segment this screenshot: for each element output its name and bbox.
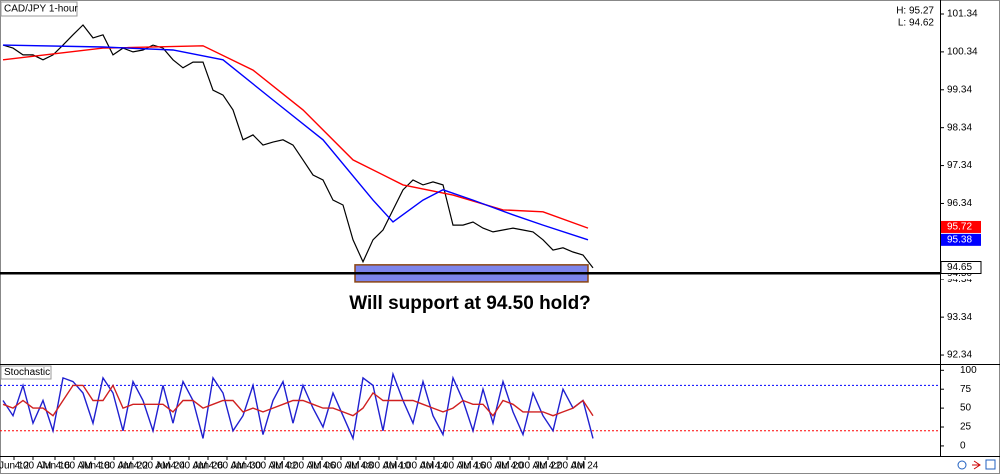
y-tick-label: 75 [960,384,972,395]
y-tick-label: 98.34 [947,122,972,133]
y-tick-label: 93.34 [947,312,972,323]
chart-title: CAD/JPY 1-hour [4,4,78,15]
x-tick-label: 4:00 AM [171,461,208,472]
price-label: 95.38 [947,234,972,245]
title-box [0,1,78,17]
x-tick-label: Jul 08 [347,461,374,472]
series-line [2,24,594,269]
y-tick-label: 100.34 [947,47,978,58]
x-tick-label: Jul 02 [271,461,298,472]
x-tick-label: Jul 16 [459,461,486,472]
y-tick-label: 101.34 [947,9,978,20]
series-line [2,371,594,441]
y-tick-label: 50 [960,403,972,414]
x-tick-label: Jun 24 [155,461,185,472]
x-tick-label: Jun 12 [0,461,29,472]
x-tick-label: Jul 14 [421,461,448,472]
stoch-title: Stochastic [4,367,50,378]
x-tick-label: Jun 22 [118,461,148,472]
low-label: L: 94.62 [898,18,935,29]
x-tick-label: 4:00 AM [398,461,435,472]
x-tick-label: Jul 06 [309,461,336,472]
x-tick-label: 4:00 AM [549,461,586,472]
y-tick-label: 0 [960,441,966,452]
x-tick-label: 4:00 AM [435,461,472,472]
y-tick-label: 94.34 [947,274,972,285]
stoch-title-box [0,365,52,380]
y-tick-label: 100 [960,365,977,376]
x-tick-label: Jun 18 [80,461,110,472]
x-tick-label: 4:00 AM [96,461,133,472]
x-tick-label: 4:00 AM [473,461,510,472]
price-label: 95.72 [947,222,972,233]
y-tick-label: 25 [960,422,972,433]
x-tick-label: Jul 22 [535,461,562,472]
price-box [940,261,982,275]
x-tick-label: Jul 20 [497,461,524,472]
icon[interactable] [985,459,996,470]
price-box [941,233,981,246]
y-tick-label: 97.34 [947,160,972,171]
y-tick-label: 99.34 [947,84,972,95]
x-tick-label: Jun 16 [40,461,70,472]
price-label: 94.65 [947,262,972,273]
series-line [2,383,594,417]
x-tick-label: Jul 10 [384,461,411,472]
x-tick-label: 4:00 AM [209,461,246,472]
x-tick-label: 4:00 AM [323,461,360,472]
annotation: Will support at 94.50 hold? [349,293,591,314]
x-tick-label: 4:00 AM [134,461,171,472]
x-tick-label: Jun 30 [231,461,261,472]
high-label: H: 95.27 [896,6,934,17]
x-tick-label: 4:00 AM [511,461,548,472]
y-tick-label: 92.34 [947,350,972,361]
icon[interactable] [972,460,981,470]
x-tick-label: Jul 24 [572,461,599,472]
price-box [941,220,981,233]
x-tick-label: 4:00 AM [361,461,398,472]
x-tick-label: 4:00 AM [15,461,52,472]
x-tick-label: 4:00 AM [56,461,93,472]
series-line [2,44,589,241]
icon[interactable] [957,460,967,470]
toolbar-icons[interactable] [957,459,996,470]
y-tick-label: 96.34 [947,198,972,209]
x-tick-label: 4:00 AM [247,461,284,472]
x-tick-label: 4:00 AM [285,461,322,472]
x-tick-label: Jun 26 [193,461,223,472]
series-line [2,45,589,229]
